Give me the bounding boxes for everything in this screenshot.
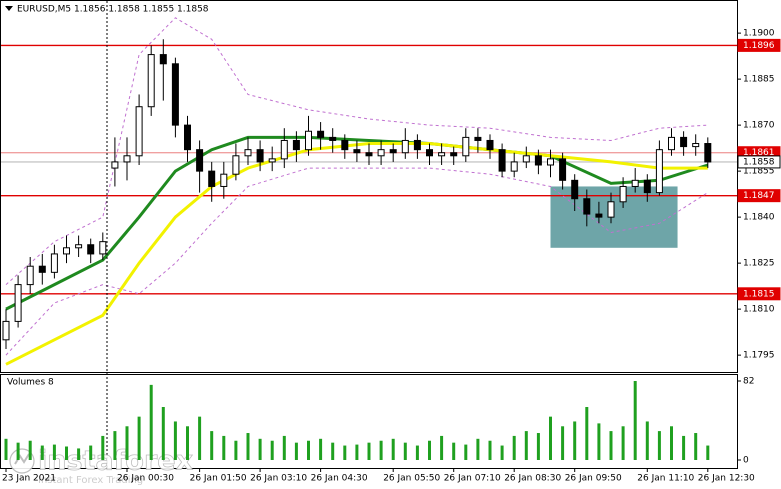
candle-body: [365, 152, 373, 157]
level-label-box: [737, 287, 781, 301]
y-tick-label: 1.1825: [743, 259, 775, 269]
candle-body: [704, 143, 712, 163]
symbol-arrow: [5, 6, 13, 11]
candle-body: [438, 152, 446, 157]
candle-body: [171, 63, 179, 126]
watermark-tagline: Instant Forex Trading: [38, 475, 143, 486]
candle-body: [426, 149, 433, 157]
x-tick-label: 26 Jan 09:50: [565, 474, 622, 484]
candle-body: [135, 106, 143, 157]
candle-body: [232, 155, 240, 175]
candle-body: [268, 158, 276, 163]
candle-body: [547, 158, 554, 166]
candle-body: [159, 54, 167, 65]
x-tick-label: 26 Jan 12:30: [698, 474, 755, 484]
candle-body: [305, 130, 312, 151]
candle-body: [510, 161, 518, 172]
x-tick-label: 26 Jan 03:10: [250, 474, 307, 484]
candle-body: [474, 136, 482, 141]
volume-tick-label: 0: [743, 456, 749, 466]
candle-body: [486, 139, 494, 151]
watermark: instaforex Instant Forex Trading: [9, 445, 193, 486]
candle-body: [208, 170, 216, 187]
candle-body: [317, 130, 325, 138]
candle-body: [377, 149, 385, 157]
x-tick-label: 26 Jan 01:50: [190, 474, 247, 484]
y-tick-label: 1.1840: [743, 213, 775, 223]
candle-body: [123, 155, 131, 163]
y-tick-label: 1.1870: [743, 121, 775, 131]
candle-body: [619, 185, 627, 203]
candle-body: [462, 136, 470, 157]
candle-body: [14, 284, 22, 322]
candle-body: [26, 265, 34, 286]
candle-body: [643, 179, 651, 194]
candle-body: [450, 152, 458, 157]
candle-body: [2, 320, 10, 341]
y-tick-label: 1.1795: [743, 351, 775, 361]
candle-body: [220, 173, 228, 187]
candle-body: [680, 136, 688, 148]
level-label-box: [737, 38, 781, 52]
y-tick-label: 1.1810: [743, 305, 775, 315]
x-tick-label: 23 Jan 2021: [2, 474, 56, 484]
chart-title: EURUSD,M5 1.1856 1.1858 1.1855 1.1858: [17, 5, 209, 15]
candle-body: [63, 247, 70, 255]
candle-body: [401, 139, 409, 154]
level-label: 1.1847: [743, 191, 775, 201]
candle-body: [196, 149, 204, 172]
level-label: 1.1815: [743, 289, 775, 299]
x-tick-label: 26 Jan 07:10: [444, 474, 501, 484]
candle-body: [184, 124, 191, 151]
y-tick-label: 1.1885: [743, 75, 775, 85]
candle-body: [595, 213, 603, 218]
candle-body: [522, 155, 530, 163]
level-label-box: [737, 189, 781, 203]
volume-panel-frame: [0, 374, 738, 469]
candle-body: [341, 139, 349, 151]
candle-body: [631, 179, 639, 187]
candle-body: [583, 198, 591, 215]
level-label: 1.1896: [743, 41, 775, 51]
volume-tick-label: 82: [743, 377, 754, 387]
candle-body: [692, 143, 700, 148]
candle-body: [292, 139, 300, 151]
x-tick-label: 26 Jan 11:10: [637, 474, 694, 484]
candle-body: [607, 201, 615, 218]
candle-body: [280, 139, 288, 160]
candle-body: [534, 155, 542, 166]
plot-area: [0, 17, 737, 366]
candle-body: [87, 244, 95, 255]
candle-body: [38, 265, 46, 273]
candle-body: [75, 244, 83, 249]
candle-body: [329, 136, 337, 141]
candle-body: [655, 149, 663, 194]
candle-body: [99, 241, 107, 255]
candle-body: [559, 158, 567, 181]
x-tick-label: 26 Jan 00:30: [117, 474, 174, 484]
candle-body: [571, 179, 579, 200]
y-tick-label: 1.1855: [743, 167, 775, 177]
level-label: 1.1858: [743, 157, 775, 167]
candle-body: [668, 136, 675, 151]
x-tick-label: 26 Jan 08:30: [504, 474, 561, 484]
candle-body: [244, 149, 252, 157]
level-label: 1.1861: [743, 148, 775, 158]
x-tick-label: 26 Jan 05:50: [383, 474, 440, 484]
candle-body: [50, 253, 58, 273]
candle-body: [147, 54, 155, 108]
candle-body: [389, 149, 397, 154]
x-tick-label: 26 Jan 04:30: [311, 474, 368, 484]
y-tick-label: 1.1900: [743, 29, 775, 39]
price-panel-frame: [0, 0, 738, 373]
candle-body: [413, 139, 421, 151]
candle-body: [498, 149, 506, 172]
candle-body: [111, 161, 119, 169]
volume-title: Volumes 8: [7, 378, 54, 388]
level-label-box: [737, 155, 781, 169]
candle-body: [353, 149, 361, 154]
candle-body: [256, 149, 264, 163]
